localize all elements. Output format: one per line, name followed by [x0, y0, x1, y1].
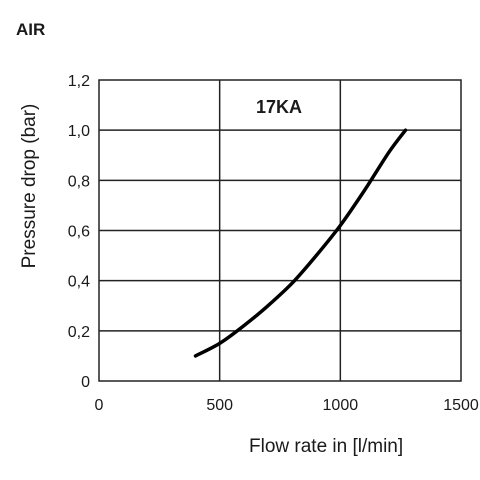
y-tick-label: 1,2	[68, 73, 90, 90]
x-tick-label: 1000	[323, 397, 359, 414]
x-axis-label: Flow rate in [l/min]	[249, 436, 404, 457]
x-tick-label: 1500	[443, 397, 479, 414]
x-tick-label: 500	[206, 397, 233, 414]
y-tick-label: 0	[81, 374, 90, 391]
y-tick-label: 0,2	[68, 324, 90, 341]
plot-frame	[98, 79, 462, 382]
curve-annotation: 17KA	[256, 97, 302, 117]
x-tick-label: 0	[95, 397, 104, 414]
y-tick-label: 0,6	[68, 224, 90, 241]
data-curve	[193, 128, 408, 358]
y-tick-label: 0,8	[68, 173, 90, 190]
y-tick-label: 0,4	[68, 274, 90, 291]
chart-heading: AIR	[16, 20, 46, 39]
y-tick-label: 1,0	[68, 123, 90, 140]
